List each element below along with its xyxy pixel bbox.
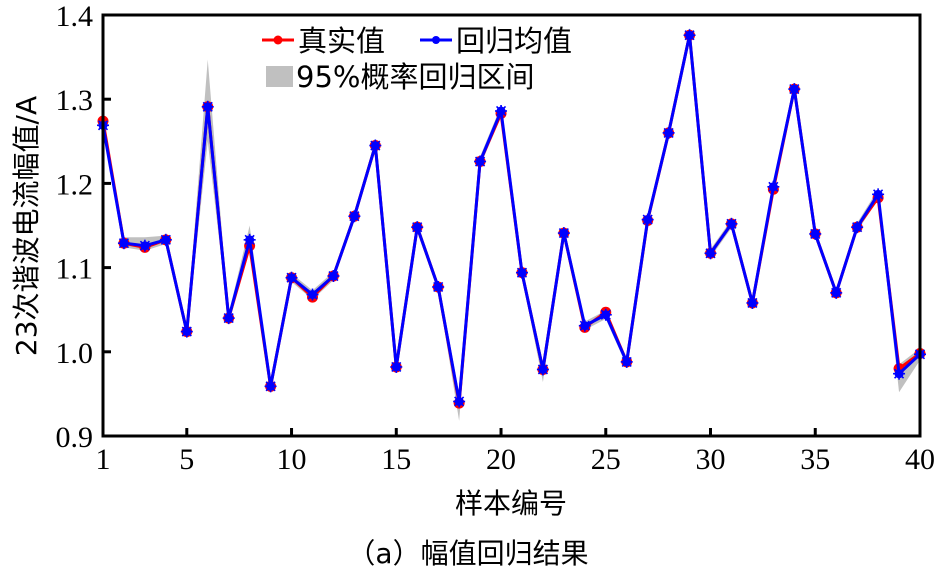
regression-mean-marker [159,233,172,246]
regression-mean-marker [893,367,906,380]
x-tick-label: 1 [96,443,111,476]
regression-mean-marker [180,325,193,338]
regression-mean-marker [411,221,424,234]
regression-mean-marker [222,312,235,325]
regression-mean-marker [285,271,298,284]
regression-mean-marker [641,213,654,226]
axis-ticks: 0.91.01.11.21.31.41 5 10 15 20 25 30 35 40 [56,0,936,476]
regression-mean-marker [474,155,487,168]
regression-mean-marker [138,239,151,252]
plot-axes [101,13,922,438]
regression-mean-marker [725,217,738,230]
figure-caption: （a）幅值回归结果 [347,537,588,570]
x-tick-label: 40 [905,443,935,476]
regression-mean-marker [872,188,885,201]
legend: 真实值 回归均值 95%概率回归区间 [262,24,572,94]
regression-mean-marker [390,360,403,373]
x-tick-label: 20 [486,443,516,476]
regression-mean-marker [369,139,382,152]
legend-item-interval: 95%概率回归区间 [266,60,534,94]
x-tick-label: 25 [591,443,621,476]
regression-mean-marker [557,227,570,240]
regression-mean-marker [830,286,843,299]
legend-interval-swatch-icon [266,66,293,87]
regression-mean-marker [495,104,508,117]
regression-mean-marker [746,296,759,309]
x-tick-label: 35 [800,443,830,476]
legend-true-marker-icon [273,35,283,45]
x-tick-label: 5 [179,443,194,476]
regression-mean-marker [683,29,696,42]
legend-mean-marker-icon [432,36,440,44]
y-tick-label: 1.2 [56,168,94,201]
regression-mean-marker [578,319,591,332]
legend-item-true: 真实值 [262,24,385,58]
regression-mean-marker [851,221,864,234]
x-tick-label: 30 [696,443,726,476]
plot-frame [101,13,922,438]
regression-mean-marker [264,380,277,393]
regression-mean-marker [767,180,780,193]
regression-mean-marker [201,100,214,113]
regression-mean-marker [243,233,256,246]
legend-item-mean: 回归均值 [420,24,572,58]
y-tick-label: 1.4 [56,0,94,33]
regression-mean-marker [117,237,130,250]
regression-mean-marker [599,308,612,321]
legend-label-true: 真实值 [298,24,385,58]
regression-mean-marker [453,395,466,408]
legend-label-mean: 回归均值 [456,24,572,58]
x-axis-label: 样本编号 [455,487,567,520]
legend-label-interval: 95%概率回归区间 [296,60,534,94]
regression-mean-line [101,34,922,402]
regression-mean-marker [432,280,445,293]
y-tick-label: 1.3 [56,84,94,117]
regression-mean-marker [662,126,675,139]
y-axis-label: 23次谐波电流幅值/A [10,96,43,356]
regression-mean-marker [515,266,528,279]
regression-mean-marker [704,247,717,260]
regression-mean-marker [788,83,801,96]
x-tick-label: 10 [277,443,307,476]
regression-mean-marker [809,227,822,240]
regression-mean-marker [536,363,549,376]
regression-mean-marker [620,355,633,368]
regression-mean-marker [327,270,340,283]
y-tick-label: 1.0 [56,337,94,370]
y-tick-label: 1.1 [56,253,94,286]
x-tick-label: 15 [381,443,411,476]
regression-mean-series [97,29,926,408]
regression-mean-marker [306,288,319,301]
y-tick-label: 0.9 [56,421,94,454]
regression-mean-marker [348,210,361,223]
